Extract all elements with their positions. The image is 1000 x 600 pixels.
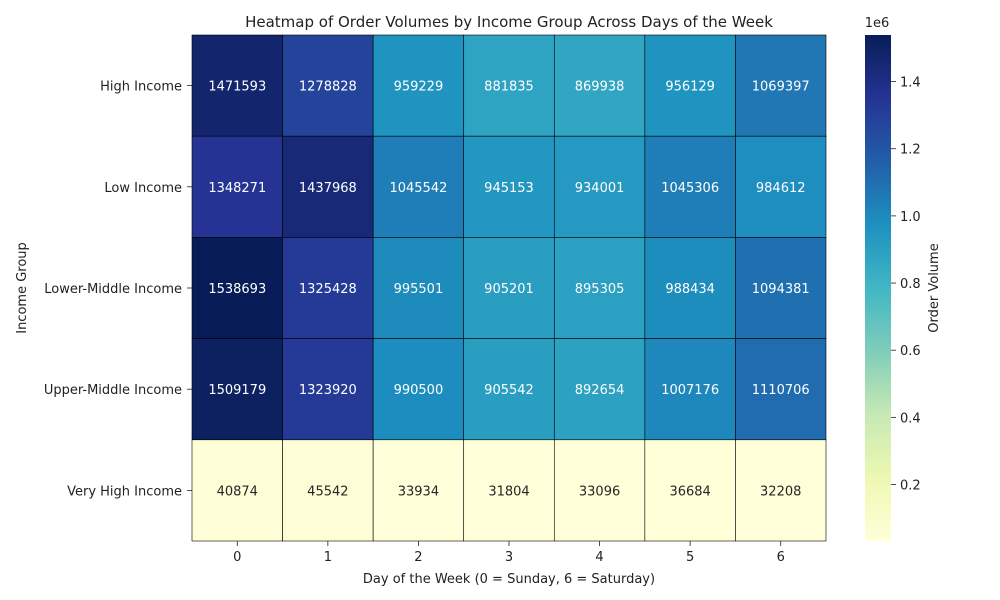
chart-title: Heatmap of Order Volumes by Income Group… <box>245 13 773 31</box>
y-tick-label: High Income <box>100 80 182 95</box>
heatmap-cell <box>463 237 555 339</box>
y-tick-label: Very High Income <box>67 484 182 499</box>
cell-value-label: 990500 <box>394 383 444 398</box>
heatmap-cell <box>735 34 827 137</box>
heatmap-cell <box>553 338 646 441</box>
colorbar-tick-label: 0.8 <box>900 277 921 292</box>
heatmap-cell <box>644 439 736 542</box>
heatmap-cell <box>644 34 736 137</box>
heatmap-cell <box>191 34 283 137</box>
heatmap-cells: 1471593 1278828 959229 881835 869938 956129 10… <box>191 34 827 542</box>
colorbar-scale-label: 1e6 <box>865 16 890 31</box>
cell-value-label: 1045542 <box>389 181 447 196</box>
heatmap-cell <box>372 439 465 542</box>
x-tick-labels: 0 1 2 3 4 5 6 <box>233 541 785 565</box>
heatmap-cell <box>463 338 555 441</box>
y-tick-label: Lower-Middle Income <box>44 282 182 297</box>
y-tick-label: Low Income <box>104 181 182 196</box>
heatmap-cell <box>644 338 736 441</box>
cell-value-label: 33934 <box>398 484 439 499</box>
cell-value-label: 40874 <box>217 484 258 499</box>
x-axis-label: Day of the Week (0 = Sunday, 6 = Saturda… <box>363 572 655 587</box>
heatmap-cell <box>191 338 283 441</box>
colorbar-label: Order Volume <box>927 243 942 332</box>
cell-value-label: 1045306 <box>661 181 719 196</box>
cell-value-label: 905201 <box>484 282 534 297</box>
cell-value-label: 33096 <box>579 484 620 499</box>
cell-value-label: 1110706 <box>752 383 810 398</box>
heatmap-cell <box>553 237 646 339</box>
cell-value-label: 869938 <box>575 80 625 95</box>
heatmap-cell <box>735 338 827 441</box>
y-axis-label: Income Group <box>15 242 30 334</box>
cell-value-label: 1471593 <box>208 80 266 95</box>
cell-value-label: 988434 <box>665 282 715 297</box>
heatmap-cell <box>372 135 465 238</box>
cell-value-label: 1437968 <box>299 181 357 196</box>
colorbar-tick-label: 0.4 <box>900 411 921 426</box>
heatmap-cell <box>282 237 374 339</box>
heatmap-cell <box>191 439 283 542</box>
cell-value-label: 934001 <box>575 181 625 196</box>
heatmap-cell <box>282 34 374 137</box>
colorbar-tick-label: 1.4 <box>900 76 921 91</box>
cell-value-label: 1007176 <box>661 383 719 398</box>
colorbar-tick-label: 1.2 <box>900 143 921 158</box>
colorbar-tick-label: 0.6 <box>900 344 921 359</box>
colorbar-tick-label: 1.0 <box>900 210 921 225</box>
cell-value-label: 1509179 <box>208 383 266 398</box>
colorbar-ticks: 0.2 0.4 0.6 0.8 1.0 1.2 1.4 <box>891 76 921 494</box>
heatmap-cell <box>553 34 646 137</box>
cell-value-label: 1069397 <box>752 80 810 95</box>
heatmap-cell <box>735 135 827 238</box>
cell-value-label: 905542 <box>484 383 534 398</box>
x-tick-label: 1 <box>324 550 332 565</box>
y-tick-labels: High Income Low Income Lower-Middle Income… <box>44 80 192 499</box>
cell-value-label: 881835 <box>484 80 534 95</box>
heatmap-cell <box>372 237 465 339</box>
cell-value-label: 31804 <box>488 484 529 499</box>
heatmap-cell <box>282 338 374 441</box>
heatmap-cell <box>553 135 646 238</box>
x-tick-label: 6 <box>777 550 785 565</box>
cell-value-label: 1325428 <box>299 282 357 297</box>
cell-value-label: 45542 <box>307 484 348 499</box>
x-tick-label: 4 <box>595 550 603 565</box>
colorbar-gradient <box>865 35 891 541</box>
heatmap-cell <box>735 237 827 339</box>
heatmap-cell <box>191 237 283 339</box>
cell-value-label: 959229 <box>394 80 444 95</box>
cell-value-label: 956129 <box>665 80 715 95</box>
cell-value-label: 892654 <box>575 383 625 398</box>
colorbar-tick-label: 0.2 <box>900 479 921 494</box>
cell-value-label: 1323920 <box>299 383 357 398</box>
heatmap-cell <box>644 237 736 339</box>
cell-value-label: 945153 <box>484 181 534 196</box>
cell-value-label: 1538693 <box>208 282 266 297</box>
cell-value-label: 1094381 <box>752 282 810 297</box>
heatmap-cell <box>372 34 465 137</box>
heatmap-cell <box>735 439 827 542</box>
cell-value-label: 895305 <box>575 282 625 297</box>
heatmap-cell <box>191 135 283 238</box>
y-tick-label: Upper-Middle Income <box>44 383 182 398</box>
cell-value-label: 1348271 <box>208 181 266 196</box>
cell-value-label: 36684 <box>669 484 710 499</box>
cell-value-label: 984612 <box>756 181 806 196</box>
x-tick-label: 3 <box>505 550 513 565</box>
colorbar: 0.2 0.4 0.6 0.8 1.0 1.2 1.4 1e6 Order Volume <box>865 16 942 541</box>
x-tick-label: 2 <box>414 550 422 565</box>
x-tick-label: 0 <box>233 550 241 565</box>
heatmap-cell <box>644 135 736 238</box>
cell-value-label: 1278828 <box>299 80 357 95</box>
heatmap-cell <box>463 34 555 137</box>
x-tick-label: 5 <box>686 550 694 565</box>
cell-value-label: 32208 <box>760 484 801 499</box>
cell-value-label: 995501 <box>394 282 444 297</box>
